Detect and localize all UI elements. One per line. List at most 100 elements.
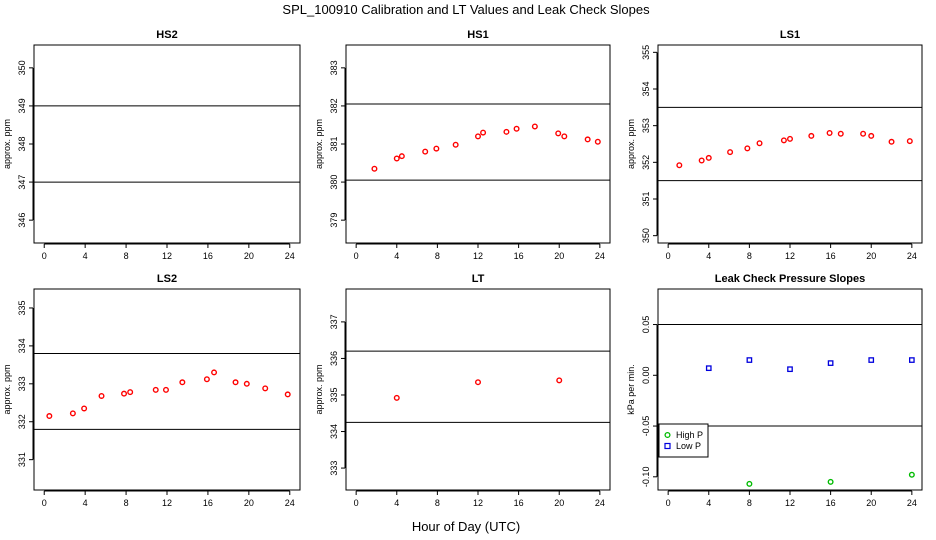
- data-point: [393, 394, 400, 401]
- y-tick-label: 355: [641, 45, 651, 60]
- y-tick-label: 333: [17, 376, 27, 391]
- x-tick-label: 0: [42, 498, 47, 508]
- x-tick-label: 4: [83, 498, 88, 508]
- x-tick-label: 0: [354, 498, 359, 508]
- y-tick-label: 350: [641, 228, 651, 243]
- x-tick-label: 4: [83, 251, 88, 261]
- legend-marker: [664, 442, 671, 450]
- data-point: [69, 410, 76, 417]
- y-tick-label: 335: [17, 300, 27, 315]
- x-tick-label: 8: [435, 498, 440, 508]
- panel-title: LS2: [157, 273, 177, 285]
- data-point: [676, 162, 683, 169]
- data-point: [826, 129, 833, 136]
- y-tick-label: 336: [329, 351, 339, 366]
- data-point: [262, 385, 269, 392]
- y-tick-label: 337: [329, 314, 339, 329]
- y-tick-label: 346: [17, 213, 27, 228]
- x-tick-label: 20: [244, 498, 254, 508]
- x-tick-label: 12: [162, 251, 172, 261]
- panel-3: LS2 approx. ppm 0 4 8 12 16 20 24 331 332 333 334 335: [2, 273, 301, 508]
- data-point: [433, 145, 440, 152]
- data-point: [46, 413, 53, 420]
- data-point: [780, 137, 787, 144]
- data-point: [868, 132, 875, 139]
- y-tick-label: 350: [17, 60, 27, 75]
- data-point: [232, 379, 239, 386]
- data-point: [121, 390, 128, 397]
- data-point: [480, 129, 487, 136]
- x-tick-label: 4: [706, 251, 711, 261]
- x-tick-label: 12: [785, 498, 795, 508]
- x-tick-label: 4: [394, 498, 399, 508]
- data-point: [179, 379, 186, 386]
- x-tick-label: 16: [203, 251, 213, 261]
- data-point: [284, 391, 291, 398]
- y-tick-label: 383: [329, 60, 339, 75]
- data-point: [746, 357, 753, 363]
- y-tick-label: 349: [17, 98, 27, 113]
- y-tick-label: 332: [17, 414, 27, 429]
- panel-0: HS2 approx. ppm 0 4 8 12 16 20 24 346 347 348 349 350: [2, 29, 301, 261]
- data-point: [452, 141, 459, 148]
- y-tick-label: 334: [17, 338, 27, 353]
- y-tick-label: 0.05: [641, 316, 651, 334]
- x-tick-label: 24: [285, 498, 295, 508]
- y-axis-label: approx. ppm: [314, 364, 324, 414]
- x-tick-label: 20: [554, 498, 564, 508]
- x-tick-label: 12: [473, 498, 483, 508]
- x-tick-label: 8: [124, 251, 129, 261]
- data-point: [727, 149, 734, 156]
- y-tick-label: 351: [641, 191, 651, 206]
- y-axis-label: approx. ppm: [2, 364, 12, 414]
- legend-box: [658, 423, 709, 458]
- x-tick-label: 0: [666, 498, 671, 508]
- data-point: [561, 133, 568, 140]
- data-point: [756, 140, 763, 147]
- data-point: [908, 357, 915, 363]
- y-tick-label: 334: [329, 424, 339, 439]
- x-tick-label: 16: [514, 251, 524, 261]
- x-tick-label: 16: [514, 498, 524, 508]
- panel-title: LT: [472, 273, 485, 285]
- x-tick-label: 24: [907, 498, 917, 508]
- data-point: [475, 133, 482, 140]
- plot-frame: [345, 288, 611, 491]
- panels: HS2 approx. ppm 0 4 8 12 16 20 24 346 347 348 349 350…: [2, 29, 923, 508]
- data-point: [594, 138, 601, 145]
- y-axis-label: approx. ppm: [2, 119, 12, 169]
- y-tick-label: 354: [641, 81, 651, 96]
- x-tick-label: 20: [866, 498, 876, 508]
- y-tick-label: 381: [329, 136, 339, 151]
- data-point: [422, 148, 429, 155]
- x-tick-label: 8: [124, 498, 129, 508]
- x-tick-label: 12: [785, 251, 795, 261]
- data-point: [705, 154, 712, 161]
- data-point: [398, 153, 405, 160]
- y-tick-label: 347: [17, 175, 27, 190]
- y-axis-label: kPa per min.: [626, 364, 636, 415]
- panel-1: HS1 approx. ppm 0 4 8 12 16 20 24 379 380 381 382 383: [314, 29, 611, 261]
- x-tick-label: 20: [244, 251, 254, 261]
- x-tick-label: 8: [747, 251, 752, 261]
- data-point: [513, 125, 520, 132]
- x-tick-label: 20: [554, 251, 564, 261]
- panel-5: Leak Check Pressure Slopes kPa per min. 0 4…: [626, 273, 923, 508]
- x-tick-label: 16: [826, 251, 836, 261]
- main-title: SPL_100910 Calibration and LT Values and…: [282, 2, 650, 17]
- x-tick-label: 8: [435, 251, 440, 261]
- panel-title: LS1: [780, 29, 800, 41]
- data-point: [211, 369, 218, 376]
- data-point: [837, 130, 844, 137]
- plot-frame: [33, 288, 301, 491]
- y-tick-label: 379: [329, 213, 339, 228]
- legend-label: Low P: [676, 441, 701, 451]
- data-point: [243, 380, 250, 387]
- y-tick-label: -0.05: [641, 416, 651, 437]
- data-point: [555, 130, 562, 137]
- panel-title: Leak Check Pressure Slopes: [715, 273, 865, 285]
- data-point: [475, 379, 482, 386]
- data-point: [906, 138, 913, 145]
